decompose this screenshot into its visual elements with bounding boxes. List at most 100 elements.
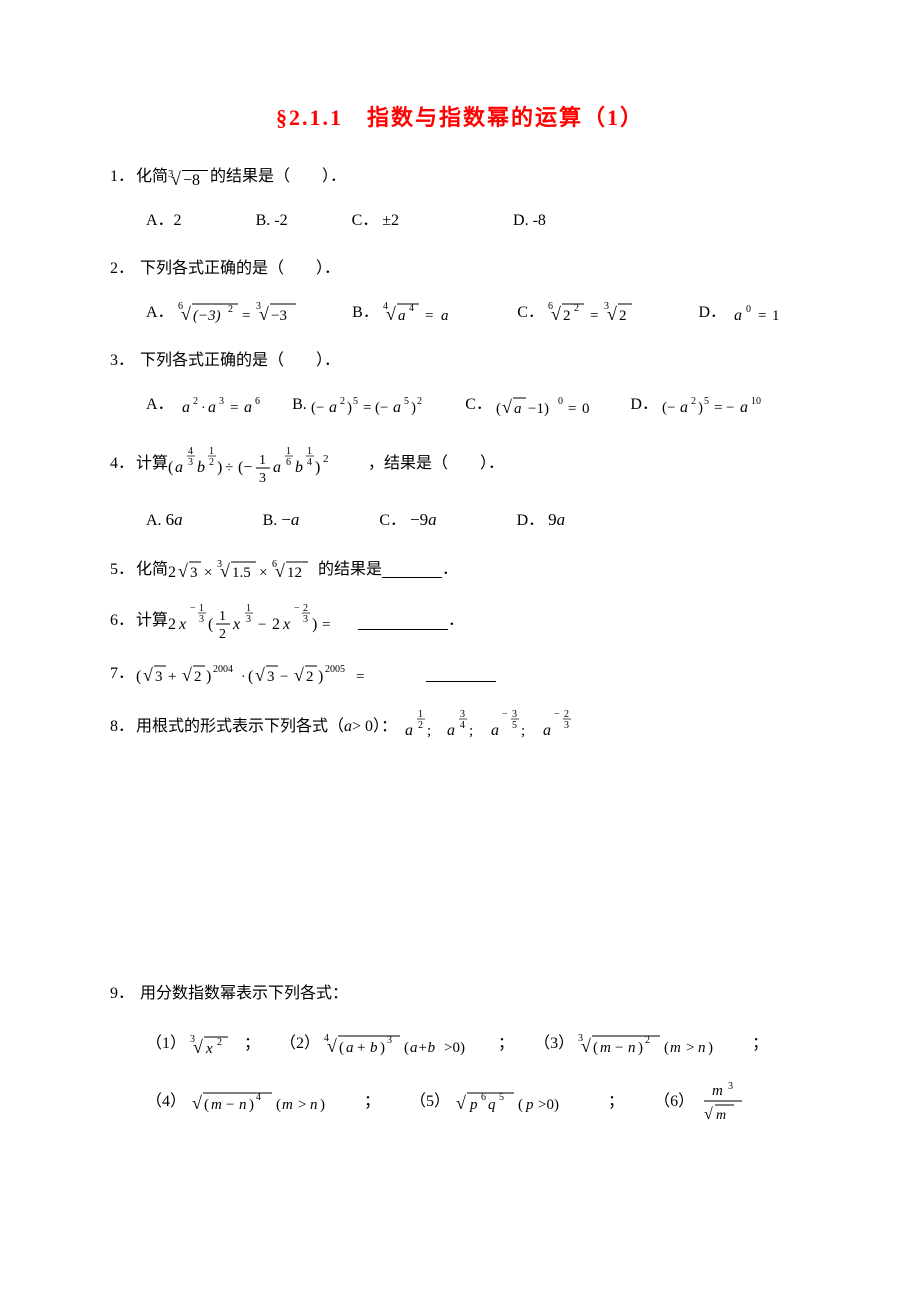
q2-options: A． 6 √ (−3) 2 = 3 √ −3 B． 4 √ a 4 [110,294,810,332]
svg-text:2: 2 [306,669,314,685]
svg-text:n: n [239,1097,247,1113]
svg-text:5: 5 [499,1092,504,1103]
q2-opt-c: C． 6 √ 2 2 = 3 √ 2 [517,294,644,332]
svg-text:(−: (− [662,400,675,416]
svg-text:2: 2 [564,709,569,720]
svg-text:): ) [315,459,320,476]
svg-text:+: + [357,1040,365,1056]
svg-text:√: √ [182,665,192,685]
svg-text:−: − [726,400,734,416]
svg-text:√: √ [456,1093,466,1113]
q3-stem: 下列各式正确的是（ ）． [140,352,340,369]
svg-text:−8: −8 [183,172,200,189]
svg-text:x: x [282,616,290,633]
svg-text:3: 3 [512,709,517,720]
q3-c-expr-icon: ( √ a −1) 0 = 0 [496,391,616,419]
svg-text:√: √ [551,304,561,324]
q4-num: 4． [110,443,136,485]
svg-text:p: p [469,1097,478,1113]
svg-text:2: 2 [691,396,696,407]
svg-text:4: 4 [460,720,465,731]
svg-text:m: m [712,1083,723,1099]
q9-s6-label: （6） [654,1093,694,1110]
q4-c-label: C． [379,512,406,529]
svg-text:3: 3 [246,614,251,625]
q9-s4-label: （4） [146,1093,186,1110]
q9-s2-expr-icon: 4 √ ( a + b ) 3 ( a+b >0) [324,1030,494,1060]
svg-text:−: − [258,617,266,633]
svg-text:√: √ [259,304,269,324]
q4-opt-b: B. −a [263,500,300,541]
q3-opt-b: B. (− a 2 ) 5 = (− a 5 ) 2 [292,386,451,424]
q1-opt-d: D. -8 [513,202,546,240]
svg-text:(−: (− [375,400,388,416]
svg-text:4: 4 [307,457,312,468]
svg-text:=: = [356,669,364,685]
svg-text:√: √ [704,1106,713,1123]
q5-num: 5． [110,557,136,583]
svg-text:b: b [197,459,205,476]
svg-text:b: b [370,1040,378,1056]
q9-s1-label: （1） [146,1035,186,1052]
svg-text:a: a [491,722,499,739]
svg-text:3: 3 [190,565,198,581]
svg-text:3: 3 [267,669,275,685]
svg-text:3: 3 [387,1035,392,1046]
svg-text:−1): −1) [528,401,549,417]
q3-options: A． a 2 · a 3 = a 6 B. (− a 2 ) 5 = (− [110,386,810,424]
q1-opt-c-val: ±2 [382,212,399,229]
svg-text:a: a [393,399,401,416]
svg-text:1: 1 [772,308,780,324]
svg-text:a: a [175,459,183,476]
svg-text:2: 2 [563,308,571,324]
q2-c-expr-icon: 6 √ 2 2 = 3 √ 2 [548,298,644,328]
svg-text:(: ( [136,668,141,685]
question-2: 2． 下列各式正确的是（ ）． [110,256,810,282]
svg-text:n: n [698,1040,706,1056]
q2-stem: 下列各式正确的是（ ）． [140,260,340,277]
svg-text:2005: 2005 [325,664,345,675]
question-5: 5． 化简 2 √ 3 × 3 √ 1.5 × 6 √ 12 的结果是 ． [110,557,810,583]
q9-subs: （1） 3 √ x 2 ； （2） 4 √ ( a + [110,1018,810,1126]
svg-text:6: 6 [286,457,291,468]
q4-d-label: D． [517,512,545,529]
svg-text:(−3): (−3) [193,308,221,324]
svg-text:√: √ [275,561,285,581]
svg-text:): ) [312,616,317,633]
svg-text:√: √ [143,665,153,685]
svg-text:=: = [322,617,330,633]
svg-text:1.5: 1.5 [232,565,251,581]
svg-text:2: 2 [228,304,233,315]
svg-text:a: a [680,399,688,416]
q9-s3-label: （3） [534,1035,574,1052]
svg-text:(: ( [339,1040,344,1056]
svg-text:2004: 2004 [213,664,233,675]
svg-text:=: = [425,308,433,324]
svg-text:(: ( [276,1097,281,1113]
svg-text:0: 0 [746,304,751,315]
q3-num: 3． [110,348,136,374]
svg-text:): ) [320,1097,325,1113]
svg-text:3: 3 [564,720,569,731]
q2-c-label: C． [517,304,544,321]
q4-opt-c: C． −9a [379,500,436,541]
svg-text:(: ( [593,1040,598,1056]
svg-text:1: 1 [219,609,226,624]
svg-text:=: = [363,400,371,416]
svg-text:=: = [568,401,576,417]
svg-text:10: 10 [751,396,761,407]
q3-opt-d: D． (− a 2 ) 5 = − a 10 [630,386,790,424]
svg-text:): ) [411,400,416,416]
svg-text:2: 2 [168,564,176,581]
svg-text:=: = [714,400,722,416]
svg-text:>: > [298,1097,306,1113]
q1-suffix: 的结果是（ ）． [210,164,346,190]
q9-s2: （2） 4 √ ( a + b ) 3 ( a+b >0) ； [280,1018,514,1069]
q9-s2-label: （2） [280,1035,320,1052]
svg-text:√: √ [178,561,188,581]
svg-text:a: a [514,401,522,417]
svg-text:2: 2 [619,308,627,324]
svg-text:a+b: a+b [410,1040,436,1056]
svg-text:;: ; [469,723,473,739]
q1-opt-a: A．2 [146,202,182,240]
